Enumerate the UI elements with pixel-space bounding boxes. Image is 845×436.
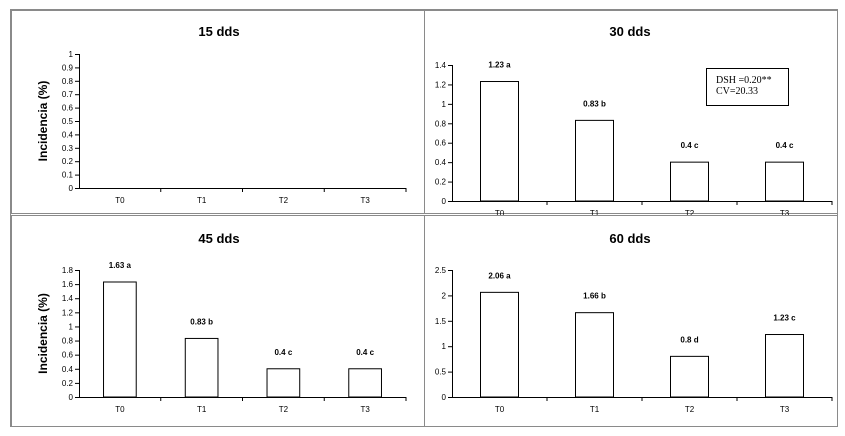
y-tick-label: 0.6 xyxy=(435,139,447,148)
y-tick-label: 0 xyxy=(442,393,447,402)
x-tick-label: T0 xyxy=(115,196,125,205)
y-tick-label: 0.5 xyxy=(62,117,74,126)
panel-frame xyxy=(424,215,838,427)
chart-title: 60 dds xyxy=(609,231,650,246)
x-tick-label: T3 xyxy=(360,196,370,205)
bar xyxy=(266,368,301,398)
x-tick-label: T0 xyxy=(495,209,505,218)
y-tick-label: 0.9 xyxy=(62,63,74,72)
y-axis-label: Incidencia (%) xyxy=(36,293,50,374)
x-tick-label: T2 xyxy=(279,196,289,205)
y-tick-label: 0.5 xyxy=(435,368,447,377)
y-tick-label: 2.5 xyxy=(435,266,447,275)
y-tick-label: 0.4 xyxy=(435,158,447,167)
x-tick-label: T1 xyxy=(197,405,207,414)
y-tick-label: 1 xyxy=(69,322,74,331)
y-tick-label: 1 xyxy=(442,100,447,109)
stats-annotation-line: DSH =0.20** xyxy=(716,75,772,86)
x-tick-label: T1 xyxy=(590,209,600,218)
x-tick-label: T3 xyxy=(360,405,370,414)
data-label: 2.06 a xyxy=(488,271,511,280)
data-label: 0.8 d xyxy=(680,335,698,344)
y-tick-label: 0.6 xyxy=(62,351,74,360)
x-tick-label: T1 xyxy=(197,196,207,205)
data-label: 1.23 a xyxy=(488,61,511,70)
bar xyxy=(765,334,804,398)
x-tick-label: T2 xyxy=(279,405,289,414)
stats-annotation-line: CV=20.33 xyxy=(716,86,758,97)
y-tick-label: 1.2 xyxy=(435,80,447,89)
panel-frame xyxy=(424,10,838,214)
y-tick-label: 0.8 xyxy=(435,119,447,128)
bar xyxy=(575,312,614,398)
x-tick-label: T1 xyxy=(590,405,600,414)
data-label: 0.83 b xyxy=(583,99,606,108)
y-tick-label: 1.4 xyxy=(62,294,74,303)
y-tick-label: 0.8 xyxy=(62,337,74,346)
bar xyxy=(670,355,709,398)
data-label: 0.4 c xyxy=(776,141,794,150)
y-tick-label: 1.8 xyxy=(62,266,74,275)
y-tick-label: 0.1 xyxy=(62,171,74,180)
x-tick-label: T2 xyxy=(685,209,695,218)
data-label: 0.83 b xyxy=(190,317,213,326)
chart-title: 30 dds xyxy=(609,24,650,39)
panel-frame xyxy=(11,10,425,214)
bar xyxy=(480,81,519,202)
data-label: 0.4 c xyxy=(681,141,699,150)
data-label: 1.63 a xyxy=(109,261,132,270)
y-tick-label: 0.2 xyxy=(435,178,447,187)
bar xyxy=(103,281,137,398)
x-tick-label: T3 xyxy=(780,209,790,218)
stats-annotation-box xyxy=(706,68,789,106)
y-tick-label: 0.8 xyxy=(62,77,74,86)
chart-title: 15 dds xyxy=(198,24,239,39)
y-tick-label: 0.3 xyxy=(62,144,74,153)
y-tick-label: 1 xyxy=(69,50,74,59)
y-tick-label: 1 xyxy=(442,342,447,351)
y-tick-label: 1.2 xyxy=(62,308,74,317)
x-tick-label: T0 xyxy=(115,405,125,414)
x-tick-label: T2 xyxy=(685,405,695,414)
y-tick-label: 1.6 xyxy=(62,280,74,289)
y-tick-label: 0.7 xyxy=(62,90,74,99)
data-label: 1.23 c xyxy=(773,314,796,323)
y-tick-label: 1.4 xyxy=(435,61,447,70)
bar xyxy=(184,337,219,398)
x-tick-label: T0 xyxy=(495,405,505,414)
y-tick-label: 0.4 xyxy=(62,130,74,139)
bar xyxy=(480,291,519,398)
y-tick-label: 1.5 xyxy=(435,317,447,326)
bar xyxy=(575,119,614,202)
bar xyxy=(348,368,382,398)
y-tick-label: 0.4 xyxy=(62,365,74,374)
y-tick-label: 0.2 xyxy=(62,379,74,388)
chart-title: 45 dds xyxy=(198,231,239,246)
data-label: 0.4 c xyxy=(274,348,292,357)
y-tick-label: 0 xyxy=(69,393,74,402)
y-tick-label: 2 xyxy=(442,291,447,300)
data-label: 1.66 b xyxy=(583,292,606,301)
y-tick-label: 0.2 xyxy=(62,157,74,166)
y-tick-label: 0 xyxy=(442,197,447,206)
bar xyxy=(765,161,804,202)
x-tick-label: T3 xyxy=(780,405,790,414)
y-axis-label: Incidencia (%) xyxy=(36,81,50,162)
y-tick-label: 0 xyxy=(69,184,74,193)
bar xyxy=(670,161,709,202)
y-tick-label: 0.6 xyxy=(62,104,74,113)
data-label: 0.4 c xyxy=(356,348,374,357)
